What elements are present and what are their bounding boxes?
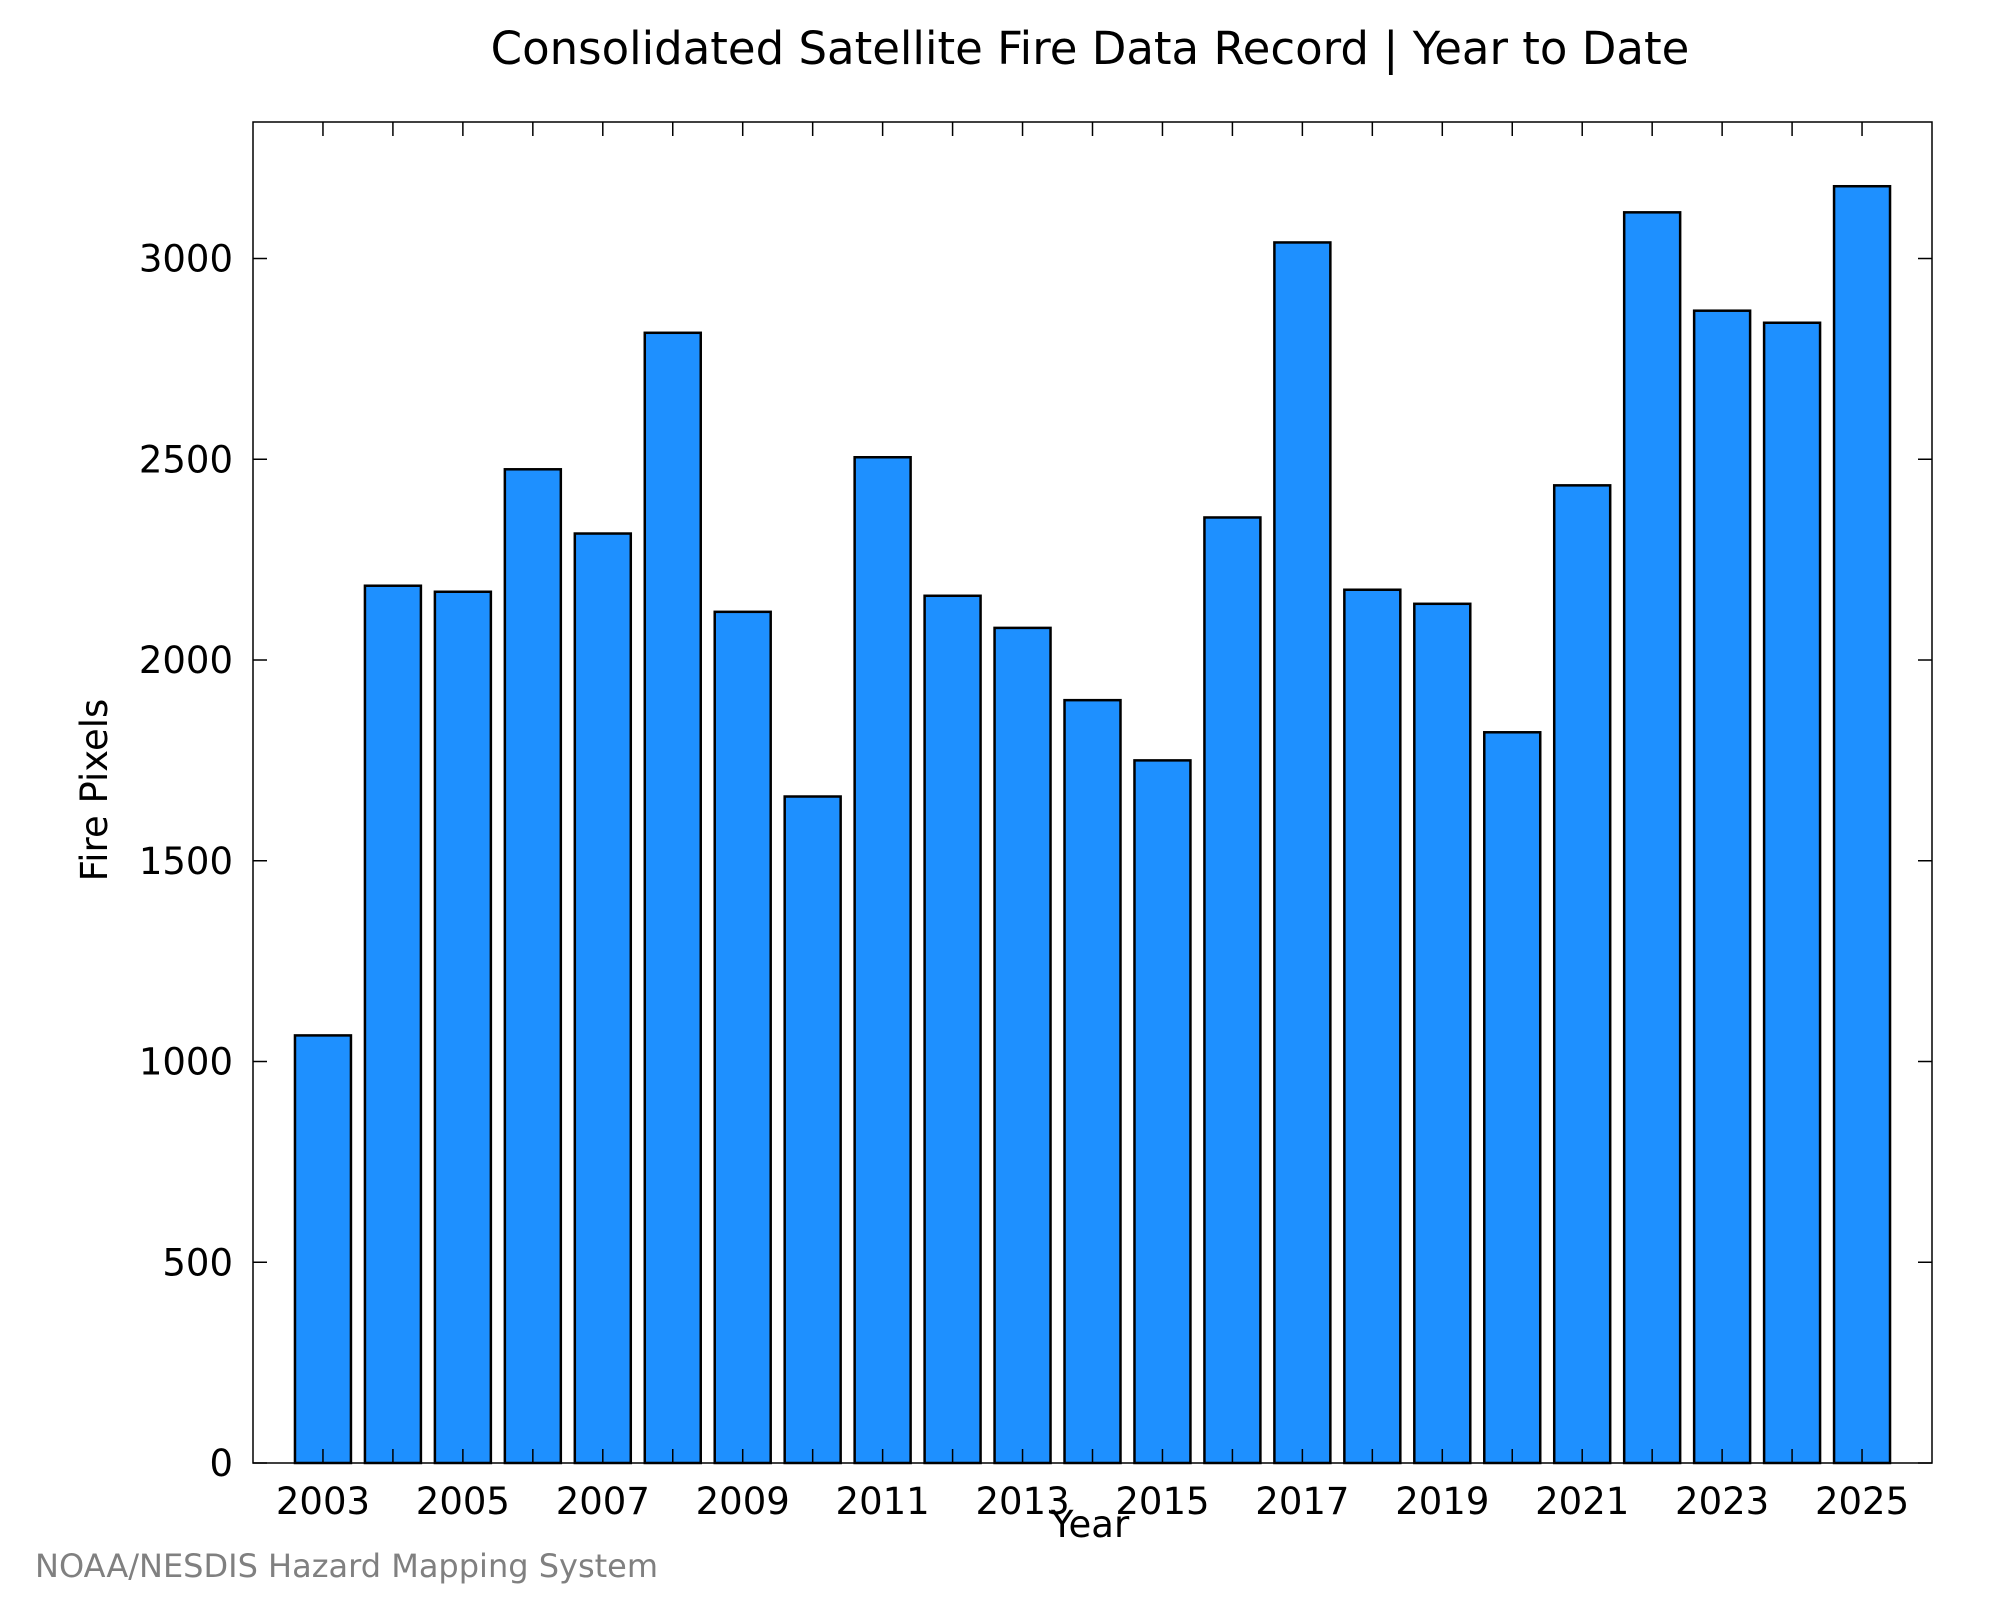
x-tick-label-2013: 2013 (975, 1480, 1069, 1523)
bar-2021 (1552, 484, 1612, 1465)
bar-2016 (1203, 516, 1262, 1465)
bar-2003 (293, 1034, 353, 1465)
x-tick-label-2011: 2011 (836, 1480, 930, 1523)
y-tick-label-1500: 1500 (139, 840, 233, 883)
x-tick-label-2025: 2025 (1815, 1480, 1909, 1523)
bar-2017 (1273, 241, 1332, 1465)
credit-text: NOAA/NESDIS Hazard Mapping System (35, 1547, 658, 1585)
bar-2018 (1343, 588, 1402, 1465)
bar-2023 (1692, 309, 1752, 1465)
bar-2004 (363, 584, 423, 1465)
x-axis-label: Year (1050, 1503, 1130, 1546)
bar-2006 (503, 468, 563, 1465)
bar-2008 (643, 331, 702, 1465)
x-tick-label-2023: 2023 (1675, 1480, 1769, 1523)
y-tick-label-2000: 2000 (139, 639, 233, 682)
bar-2009 (713, 610, 772, 1465)
bar-2022 (1622, 211, 1682, 1465)
bar-2015 (1133, 759, 1192, 1465)
y-tick-label-1000: 1000 (139, 1041, 233, 1084)
y-tick-label-2500: 2500 (139, 438, 233, 481)
bar-2011 (853, 456, 912, 1465)
bar-2025 (1832, 184, 1892, 1465)
bar-2005 (433, 590, 493, 1465)
y-axis-label: Fire Pixels (73, 699, 116, 882)
y-tick-label-3000: 3000 (139, 238, 233, 281)
x-tick-label-2017: 2017 (1255, 1480, 1349, 1523)
bar-2013 (993, 626, 1052, 1465)
x-tick-label-2009: 2009 (696, 1480, 790, 1523)
y-tick-label-500: 500 (162, 1241, 233, 1284)
x-tick-label-2019: 2019 (1395, 1480, 1489, 1523)
x-tick-label-2015: 2015 (1115, 1480, 1209, 1523)
bar-2014 (1063, 698, 1122, 1465)
bar-2007 (573, 532, 633, 1465)
chart-title: Consolidated Satellite Fire Data Record … (491, 22, 1690, 75)
bar-2024 (1762, 321, 1822, 1465)
x-tick-label-2003: 2003 (276, 1480, 370, 1523)
bar-2010 (783, 795, 842, 1465)
bar-2019 (1413, 602, 1472, 1465)
x-tick-label-2005: 2005 (416, 1480, 510, 1523)
plot-area: 0 500 1000 1500 2000 2500 3000 2003 2005 2007 2009… (139, 121, 1933, 1523)
bar-2012 (923, 594, 982, 1465)
y-tick-label-0: 0 (209, 1442, 233, 1485)
x-tick-label-2007: 2007 (556, 1480, 650, 1523)
bar-2020 (1483, 731, 1542, 1465)
x-tick-label-2021: 2021 (1535, 1480, 1629, 1523)
